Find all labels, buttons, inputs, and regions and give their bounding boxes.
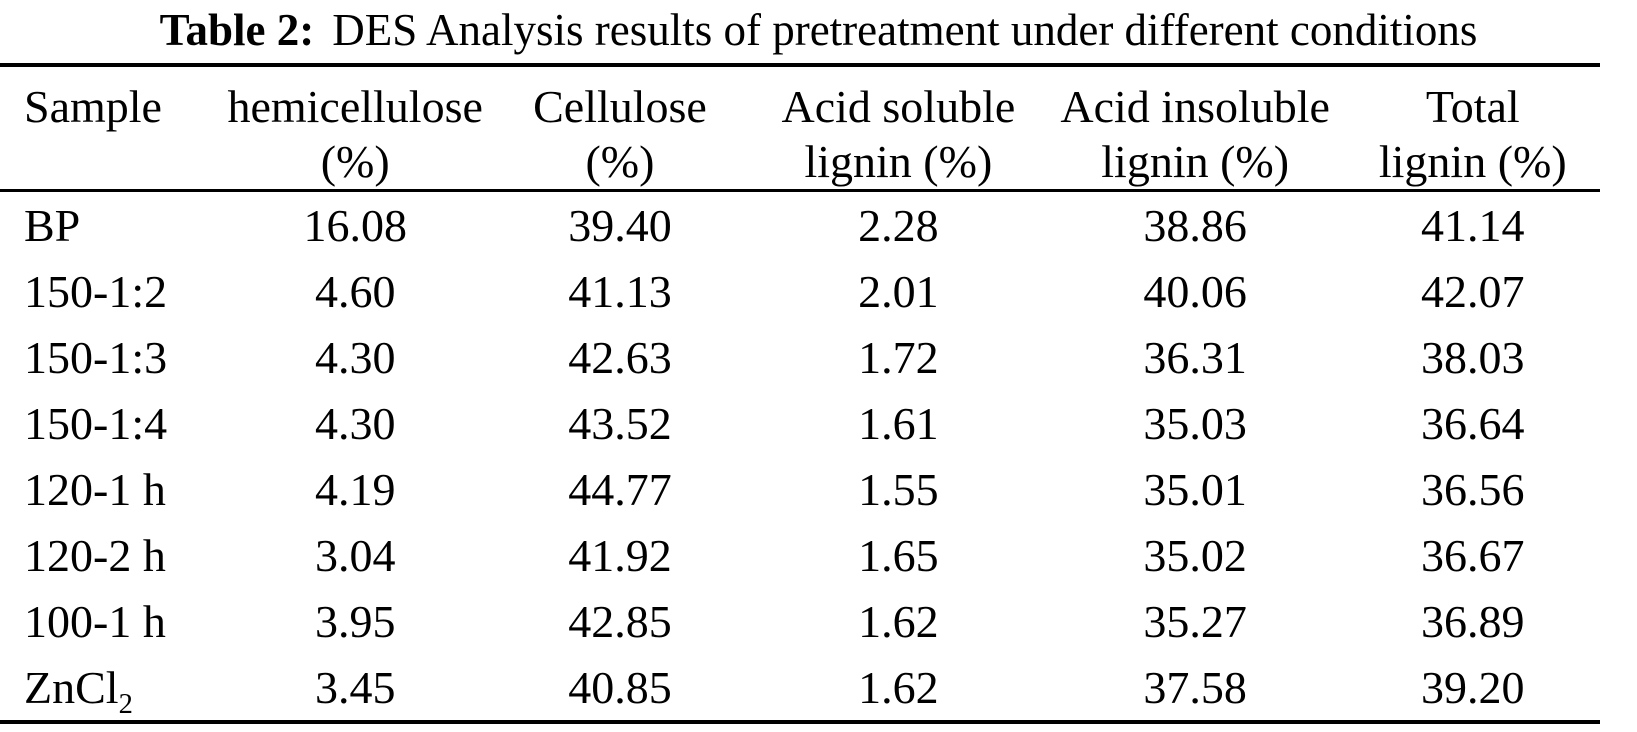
column-header-hemicellulose-unit: (%)	[222, 133, 488, 192]
value-cell: 35.27	[1143, 595, 1247, 647]
value-cell: 1.62	[858, 595, 939, 647]
value-cell: 40.06	[1143, 265, 1247, 317]
value-cell: 1.72	[858, 331, 939, 383]
header-row-2: (%) (%) lignin (%) lignin (%) lignin (%)	[0, 133, 1600, 192]
header-row-1: Sample hemicellulose Cellulose Acid solu…	[0, 65, 1600, 133]
value-cell: 36.56	[1421, 463, 1525, 515]
table-row: BP 16.08 39.40 2.28 38.86 41.14	[0, 191, 1600, 259]
value-cell: 39.20	[1421, 661, 1525, 713]
value-cell: 3.45	[314, 661, 396, 713]
sample-label: 120-2 h	[24, 529, 166, 581]
table-row: ZnCl2 3.45 40.85 1.62 37.58 39.20	[0, 654, 1600, 722]
value-cell: 4.30	[314, 397, 396, 449]
column-header-hemicellulose: hemicellulose	[227, 81, 483, 132]
value-cell: 41.13	[568, 265, 672, 317]
column-header-cellulose-unit: (%)	[487, 133, 752, 192]
value-cell: 2.01	[858, 265, 939, 317]
value-cell: 4.30	[314, 331, 396, 383]
sample-cell: 100-1 h	[0, 588, 222, 654]
sample-cell: 120-2 h	[0, 522, 222, 588]
value-cell: 1.61	[858, 397, 939, 449]
value-cell: 1.62	[858, 661, 939, 713]
sample-label: 150-1:3	[24, 331, 168, 383]
des-analysis-table: Sample hemicellulose Cellulose Acid solu…	[0, 63, 1600, 724]
table-header: Sample hemicellulose Cellulose Acid solu…	[0, 65, 1600, 192]
value-cell: 1.65	[858, 529, 939, 581]
value-cell: 35.03	[1143, 397, 1247, 449]
column-header-acid-soluble-lignin: Acid soluble	[781, 81, 1016, 132]
table-row: 120-2 h 3.04 41.92 1.65 35.02 36.67	[0, 522, 1600, 588]
column-header-sample: Sample	[24, 81, 162, 132]
sample-label: ZnCl	[24, 661, 119, 713]
value-cell: 37.58	[1143, 661, 1247, 713]
value-cell: 38.86	[1143, 199, 1247, 251]
value-cell: 4.60	[314, 265, 396, 317]
column-header-total-lignin-unit: lignin (%)	[1345, 133, 1600, 192]
sample-cell: 150-1:3	[0, 324, 222, 390]
column-header-acid-soluble-lignin-unit: lignin (%)	[751, 133, 1045, 192]
column-header-cellulose: Cellulose	[533, 81, 707, 132]
sample-cell: 120-1 h	[0, 456, 222, 522]
sample-cell: 150-1:4	[0, 390, 222, 456]
table-row: 150-1:4 4.30 43.52 1.61 35.03 36.64	[0, 390, 1600, 456]
value-cell: 35.01	[1143, 463, 1247, 515]
sample-label: 150-1:2	[24, 265, 168, 317]
sample-label: 150-1:4	[24, 397, 168, 449]
table-row: 150-1:3 4.30 42.63 1.72 36.31 38.03	[0, 324, 1600, 390]
value-cell: 42.63	[568, 331, 672, 383]
column-header-sample-unit	[0, 133, 223, 192]
column-header-acid-insoluble-lignin: Acid insoluble	[1060, 81, 1330, 132]
value-cell: 36.89	[1421, 595, 1525, 647]
sample-label: 120-1 h	[24, 463, 166, 515]
value-cell: 16.08	[303, 199, 407, 251]
sample-cell: BP	[0, 191, 222, 259]
sample-cell: ZnCl2	[0, 654, 222, 722]
value-cell: 43.52	[568, 397, 672, 449]
value-cell: 40.85	[568, 661, 672, 713]
table-row: 120-1 h 4.19 44.77 1.55 35.01 36.56	[0, 456, 1600, 522]
sample-label-subscript: 2	[118, 688, 133, 720]
value-cell: 36.64	[1421, 397, 1525, 449]
table-caption: Table 2: DES Analysis results of pretreat…	[0, 4, 1637, 56]
sample-label: BP	[24, 199, 81, 251]
sample-cell: 150-1:2	[0, 258, 222, 324]
column-header-total-lignin: Total	[1425, 81, 1520, 132]
value-cell: 38.03	[1421, 331, 1525, 383]
value-cell: 3.95	[314, 595, 396, 647]
table-row: 150-1:2 4.60 41.13 2.01 40.06 42.07	[0, 258, 1600, 324]
value-cell: 1.55	[858, 463, 939, 515]
value-cell: 36.31	[1143, 331, 1247, 383]
value-cell: 2.28	[858, 199, 939, 251]
table-body: BP 16.08 39.40 2.28 38.86 41.14 150-1:2 …	[0, 191, 1600, 723]
value-cell: 4.19	[314, 463, 396, 515]
table-row: 100-1 h 3.95 42.85 1.62 35.27 36.89	[0, 588, 1600, 654]
table-caption-label: Table 2:	[159, 5, 315, 55]
value-cell: 42.85	[568, 595, 672, 647]
value-cell: 41.14	[1421, 199, 1525, 251]
sample-label: 100-1 h	[24, 595, 166, 647]
value-cell: 42.07	[1421, 265, 1525, 317]
table-caption-text: DES Analysis results of pretreatment und…	[332, 5, 1478, 55]
value-cell: 44.77	[568, 463, 672, 515]
value-cell: 39.40	[568, 199, 672, 251]
value-cell: 3.04	[314, 529, 396, 581]
value-cell: 36.67	[1421, 529, 1525, 581]
value-cell: 41.92	[568, 529, 672, 581]
value-cell: 35.02	[1143, 529, 1247, 581]
column-header-acid-insoluble-lignin-unit: lignin (%)	[1044, 133, 1346, 192]
